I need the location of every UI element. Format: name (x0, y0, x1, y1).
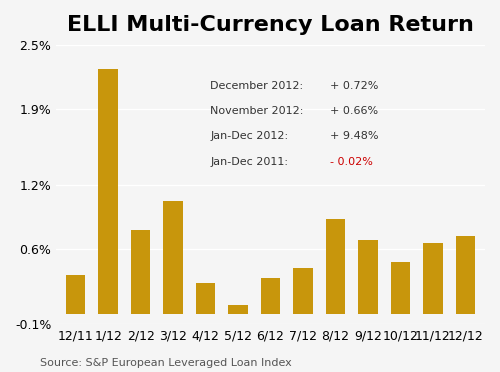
Bar (358, 240, 378, 314)
Title: ELLI Multi-Currency Loan Return: ELLI Multi-Currency Loan Return (67, 15, 474, 35)
Bar (326, 219, 345, 314)
Bar (66, 275, 86, 314)
Bar (228, 305, 248, 314)
Text: + 0.72%: + 0.72% (330, 81, 379, 91)
Bar (423, 243, 442, 314)
Bar (260, 278, 280, 314)
Bar (456, 236, 475, 314)
Text: November 2012:: November 2012: (210, 106, 304, 116)
Bar (164, 201, 183, 314)
Text: - 0.02%: - 0.02% (330, 157, 374, 167)
Text: Jan-Dec 2012:: Jan-Dec 2012: (210, 131, 288, 141)
Bar (131, 230, 150, 314)
Text: Jan-Dec 2011:: Jan-Dec 2011: (210, 157, 288, 167)
Text: Source: S&P European Leveraged Loan Index: Source: S&P European Leveraged Loan Inde… (40, 358, 292, 368)
Bar (390, 262, 410, 314)
Bar (98, 68, 118, 314)
Text: December 2012:: December 2012: (210, 81, 304, 91)
Bar (293, 268, 312, 314)
Text: + 0.66%: + 0.66% (330, 106, 378, 116)
Bar (196, 283, 216, 314)
Text: + 9.48%: + 9.48% (330, 131, 379, 141)
